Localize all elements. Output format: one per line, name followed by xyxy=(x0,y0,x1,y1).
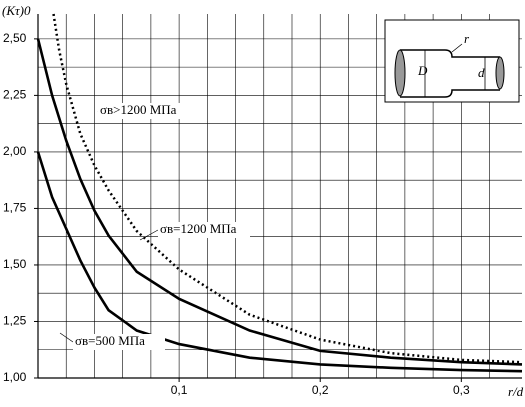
leader-line xyxy=(139,229,159,241)
curve xyxy=(36,151,523,373)
label-bg xyxy=(73,334,165,350)
x-tick-label: 0,3 xyxy=(453,383,470,397)
y-tick-label: 2,25 xyxy=(3,88,27,102)
inset-label: d xyxy=(478,65,485,80)
y-tick-label: 1,25 xyxy=(3,314,27,328)
label-bg xyxy=(98,103,190,119)
leader-line xyxy=(59,332,74,343)
inset-label: D xyxy=(417,63,428,78)
curve xyxy=(52,13,523,364)
inset-label: r xyxy=(464,31,470,46)
y-tick-label: 1,75 xyxy=(3,201,27,215)
x-tick-label: 0,2 xyxy=(312,383,329,397)
y-tick-label: 1,50 xyxy=(3,257,27,271)
curve xyxy=(36,38,523,366)
y-axis-label: (Kτ)0 xyxy=(2,3,31,18)
series-label: σв=1200 МПа xyxy=(160,221,237,236)
series-label: σв=500 МПа xyxy=(75,333,145,348)
x-tick-label: 0,1 xyxy=(171,383,188,397)
x-axis-label: r/d xyxy=(508,384,524,399)
label-bg xyxy=(158,222,250,238)
y-tick-label: 2,00 xyxy=(3,144,27,158)
y-tick-label: 2,50 xyxy=(3,31,27,45)
series-label: σв>1200 МПа xyxy=(100,102,177,117)
inset-diagram: D d r xyxy=(384,19,520,103)
y-tick-label: 1,00 xyxy=(3,370,27,384)
